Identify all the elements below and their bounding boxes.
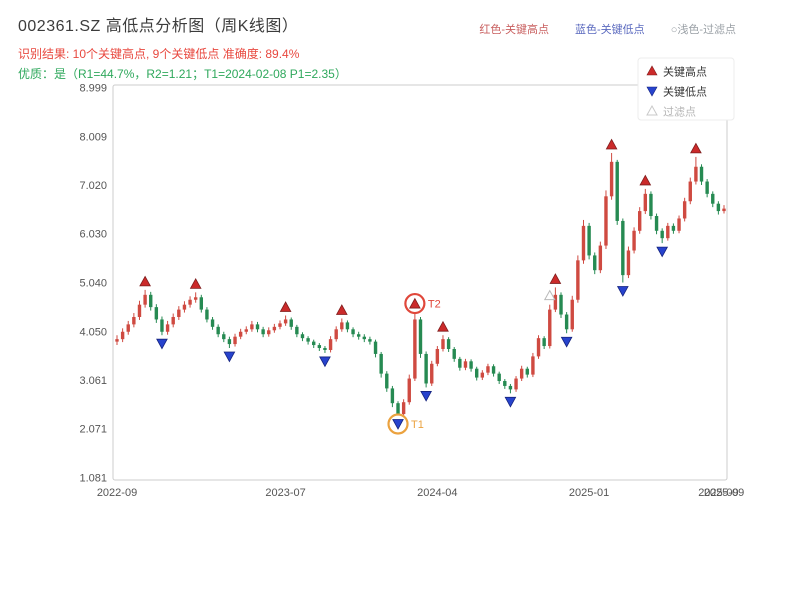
- y-tick-label: 7.020: [79, 180, 107, 192]
- key-high-triangle-icon: [690, 142, 702, 154]
- key-high-triangle-icon: [409, 297, 421, 309]
- key-high-triangle-icon: [437, 320, 449, 332]
- y-axis-labels: 1.081 2.071 3.061 4.050 5.040 6.030 7.020 8.009…: [79, 83, 107, 485]
- key-low-triangle-icon: [560, 336, 573, 348]
- top-legend: 红色-关键高点 蓝色-关键低点 ○浅色-过滤点: [479, 21, 736, 37]
- y-tick-label: 4.050: [79, 326, 107, 338]
- key-low-triangle-icon: [156, 338, 168, 350]
- filtered-point-markers: [543, 289, 556, 301]
- key-high-triangle-icon: [605, 138, 618, 150]
- key-high-triangle-icon: [189, 278, 202, 289]
- annotation-label-t1: T1: [411, 419, 424, 431]
- candlestick-series: [115, 152, 726, 417]
- key-high-triangle-icon: [639, 174, 652, 186]
- legend-filtered-triangle-icon: [646, 104, 658, 116]
- x-tick-label: 2025-01: [569, 487, 609, 499]
- key-high-triangle-icon: [139, 275, 151, 287]
- annotation-circle-t1: [387, 413, 409, 435]
- key-high-triangle-icon: [335, 304, 348, 315]
- filtered-point-icon: [543, 289, 556, 301]
- top-legend-key-low: 蓝色-关键低点: [575, 24, 645, 36]
- key-high-triangle-icon: [279, 301, 292, 312]
- x-tick-label: 2024-04: [417, 487, 457, 499]
- key-high-triangle-icon: [549, 273, 562, 284]
- key-low-triangle-icon: [392, 419, 404, 430]
- x-tick-label: 2025-09: [704, 487, 744, 499]
- legend-low-triangle-icon: [646, 86, 658, 97]
- key-low-triangle-icon: [504, 396, 517, 408]
- key-low-triangle-icon: [319, 356, 331, 368]
- legend-label: 过滤点: [663, 106, 696, 119]
- recognition-result: 识别结果: 10个关键高点, 9个关键低点 准确度: 89.4%: [18, 47, 300, 61]
- y-tick-label: 5.040: [79, 278, 107, 290]
- y-tick-label: 8.999: [79, 83, 107, 95]
- x-tick-label: 2022-09: [97, 487, 137, 499]
- top-legend-filtered: ○浅色-过滤点: [670, 24, 736, 36]
- y-tick-label: 6.030: [79, 229, 107, 241]
- key-low-triangle-icon: [656, 246, 669, 258]
- key-high-markers: [139, 138, 702, 332]
- annotation-label-t2: T2: [428, 299, 441, 311]
- top-legend-key-high: 红色-关键高点: [479, 24, 550, 36]
- legend-label: 关键低点: [663, 85, 707, 99]
- legend-label: 关键高点: [663, 65, 707, 79]
- y-tick-label: 3.061: [79, 375, 107, 387]
- y-tick-label: 2.071: [79, 424, 107, 436]
- quality-line: 优质：是（R1=44.7%，R2=1.21；T1=2024-02-08 P1=2…: [18, 67, 347, 81]
- key-low-triangle-icon: [420, 391, 432, 402]
- x-tick-label: 2023-07: [265, 487, 305, 499]
- legend-high-triangle-icon: [646, 65, 658, 76]
- legend-box: [637, 57, 735, 121]
- annotation-circle-t2: [404, 292, 426, 315]
- y-tick-label: 8.009: [79, 131, 107, 143]
- x-axis-labels: 2022-09 2023-07 2024-04 2025-01 2025-092025-…: [97, 487, 744, 499]
- key-low-markers: [156, 246, 669, 430]
- y-tick-label: 1.081: [79, 473, 107, 485]
- key-low-triangle-icon: [616, 286, 629, 297]
- page-title: 002361.SZ 高低点分析图（周K线图）: [18, 18, 299, 35]
- key-low-triangle-icon: [223, 351, 236, 363]
- annotations: T2 T1: [387, 292, 441, 435]
- x-tick-label: 2025-09: [698, 487, 738, 499]
- plot-border: [112, 84, 728, 481]
